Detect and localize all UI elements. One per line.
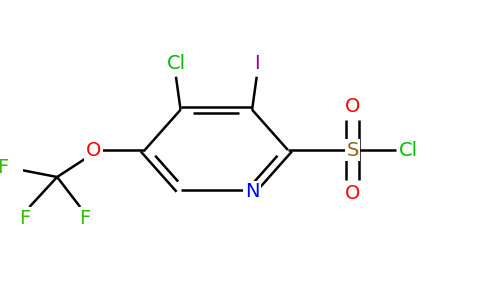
Text: S: S bbox=[346, 140, 359, 160]
Text: O: O bbox=[86, 140, 101, 160]
Text: O: O bbox=[345, 184, 360, 202]
Text: F: F bbox=[19, 208, 30, 227]
Text: N: N bbox=[245, 182, 259, 201]
Text: F: F bbox=[79, 208, 91, 227]
Text: Cl: Cl bbox=[399, 140, 418, 160]
Text: Cl: Cl bbox=[166, 54, 185, 73]
Text: F: F bbox=[0, 158, 9, 178]
Text: O: O bbox=[345, 98, 360, 116]
Text: I: I bbox=[254, 54, 259, 73]
